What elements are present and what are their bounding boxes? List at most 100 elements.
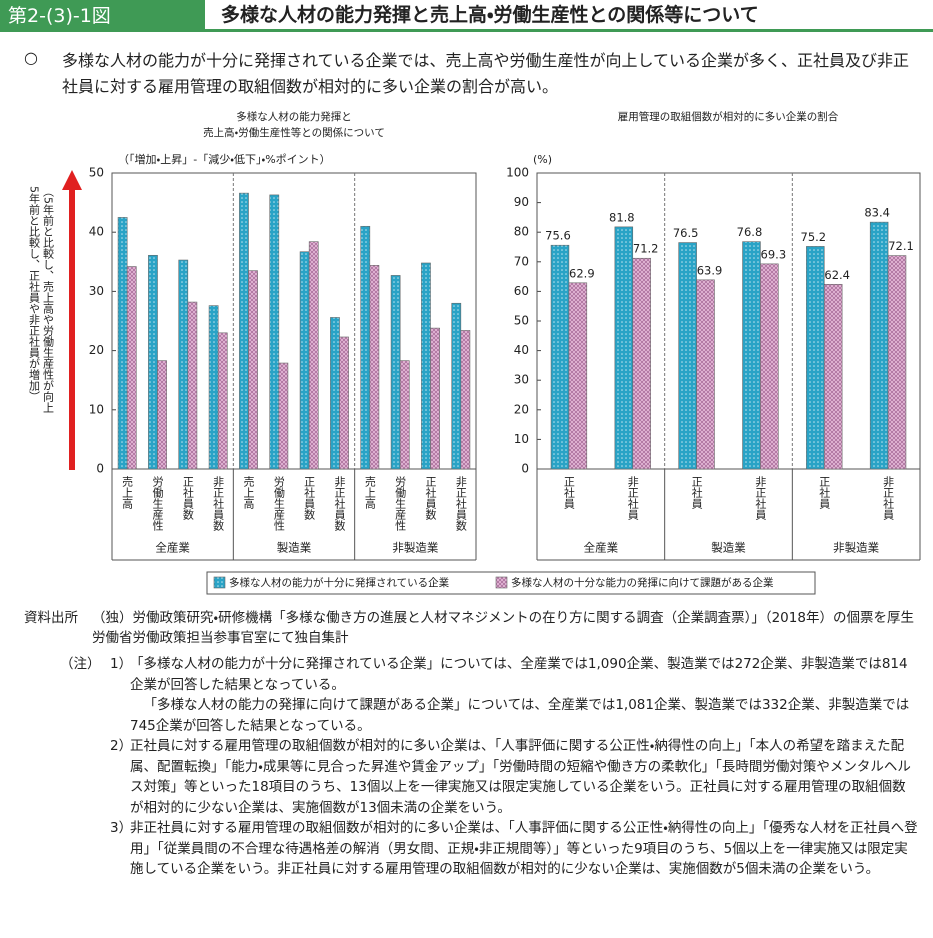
x-tick-label: 売上高 [242, 476, 255, 510]
x-tick-label: 正社員数 [303, 476, 316, 521]
x-tick-label: 正社員 [562, 476, 575, 510]
y-tick-label: 80 [514, 225, 529, 239]
bar [299, 251, 310, 470]
x-tick-label: 労働生産性 [272, 475, 285, 532]
plot-frame [111, 172, 477, 470]
x-tick-label: 非正社員数 [454, 476, 467, 532]
bar [568, 282, 588, 470]
y-tick-label: 10 [514, 432, 529, 446]
note-number: 3） [110, 820, 133, 836]
data-label: 71.2 [633, 242, 659, 256]
y-tick-label: 20 [514, 402, 529, 416]
legend-frame [206, 571, 816, 595]
y-tick-label: 0 [96, 462, 104, 476]
notes-label: （注） [60, 656, 101, 672]
group-label: 非製造業 [392, 541, 438, 555]
bar [126, 266, 137, 470]
summary-text: 多様な人材の能力が十分に発揮されている企業では、売上高や労働生産性が向上している… [62, 51, 910, 96]
summary-bullet: ○ [24, 48, 38, 67]
data-label: 72.1 [888, 239, 914, 253]
up-arrow [62, 170, 82, 470]
note-item: 1） 「多様な人材の能力が十分に発揮されている企業」については、全産業では1,09… [110, 654, 919, 736]
note-text: 「多様な人材の能力の発揮に向けて課題がある企業」については、全産業では1,081… [130, 697, 910, 734]
bar [148, 254, 158, 470]
x-tick-label: 売上高 [363, 476, 376, 510]
plot-frame [536, 172, 921, 470]
bar [269, 194, 280, 470]
legend-label: 多様な人材の十分な能力の発揮に向けて課題がある企業 [511, 576, 774, 589]
x-tick-label: 売上高 [121, 476, 134, 510]
data-label: 62.4 [824, 268, 850, 282]
bar [823, 283, 843, 470]
note-item: 3） 非正社員に対する雇用管理の取組個数が相対的に多い企業は、「人事評価に関する公… [110, 818, 919, 880]
data-label: 81.8 [609, 210, 635, 224]
x-tick-label: 正社員数 [424, 476, 437, 521]
bar [278, 362, 289, 470]
x-tick-label: 非正社員数 [212, 476, 225, 532]
bar [614, 226, 634, 470]
chart-title: 売上高・労働生産性等との関係について [203, 126, 385, 139]
x-tick-label: 非正社員 [754, 476, 767, 521]
x-tick-label: 正社員 [690, 476, 703, 510]
y-axis-label: 5年前と比較し、正社員や非正社員が増加） [28, 186, 41, 402]
bar [117, 217, 128, 470]
bar [339, 336, 349, 470]
bar [869, 221, 889, 470]
data-label: 83.4 [864, 206, 890, 220]
note-text: 「多様な人材の能力が十分に発揮されている企業」については、全産業では1,090企… [130, 656, 908, 693]
bar [451, 302, 462, 470]
bar [330, 317, 340, 470]
note-number: 1） [110, 656, 133, 672]
x-tick-label: 労働生産性 [394, 475, 407, 532]
bar [208, 305, 219, 470]
charts: 多様な人材の能力発揮と売上高・労働生産性等との関係について （「増加・上昇」-「減… [28, 110, 921, 595]
y-tick-label: 60 [514, 284, 529, 298]
bar [157, 360, 167, 470]
y-tick-label: 30 [89, 284, 104, 298]
note-text: 正社員に対する雇用管理の取組個数が相対的に多い企業は、「人事評価に関する公正性・… [130, 738, 911, 816]
bar [308, 241, 319, 470]
bar [421, 262, 431, 470]
notes: （注） 1） 「多様な人材の能力が十分に発揮されている企業」については、全産業では… [24, 654, 919, 880]
legend-swatch [495, 576, 508, 589]
note-number: 2） [110, 738, 133, 754]
data-label: 75.2 [801, 230, 827, 244]
source-label: 資料出所 [24, 610, 78, 626]
bar [550, 244, 570, 470]
bar [742, 241, 761, 470]
group-label: 全産業 [155, 541, 190, 555]
data-label: 75.6 [545, 229, 571, 243]
x-tick-label: 正社員数 [181, 476, 194, 521]
bar [390, 275, 401, 470]
bar [178, 259, 189, 470]
x-tick-label: 労働生産性 [151, 475, 164, 532]
bar [460, 330, 471, 470]
group-label: 全産業 [584, 541, 619, 555]
group-label: 非製造業 [833, 541, 879, 555]
figure-title: 多様な人材の能力発揮と売上高・労働生産性との関係等について [205, 0, 933, 32]
y-tick-label: 70 [514, 254, 529, 268]
chart-title: 雇用管理の取組個数が相対的に多い企業の割合 [618, 110, 839, 123]
y-tick-label: 50 [89, 166, 104, 180]
bar [760, 263, 779, 470]
y-tick-label: 90 [514, 195, 529, 209]
chart-title: 多様な人材の能力発揮と [236, 110, 352, 123]
data-label: 69.3 [761, 247, 787, 261]
bar [399, 360, 410, 470]
bar [430, 327, 440, 470]
x-tick-label: 正社員 [818, 476, 831, 510]
source: 資料出所 （独）労働政策研究・研修機構「多様な働き方の進展と人材マネジメントの在… [24, 608, 919, 648]
bar [678, 242, 697, 470]
y-tick-label: 40 [514, 343, 529, 357]
y-unit: (%) [533, 153, 552, 166]
y-tick-label: 40 [89, 225, 104, 239]
y-tick-label: 50 [514, 314, 529, 328]
x-tick-label: 非正社員 [882, 476, 895, 521]
x-tick-label: 非正社員数 [333, 476, 346, 532]
data-label: 76.8 [737, 225, 763, 239]
note-text: 非正社員に対する雇用管理の取組個数が相対的に多い企業は、「人事評価に関する公正性… [130, 820, 918, 877]
y-tick-label: 0 [521, 462, 529, 476]
source-text: （独）労働政策研究・研修機構「多様な働き方の進展と人材マネジメントの在り方に関す… [92, 610, 914, 646]
data-label: 62.9 [569, 266, 595, 280]
